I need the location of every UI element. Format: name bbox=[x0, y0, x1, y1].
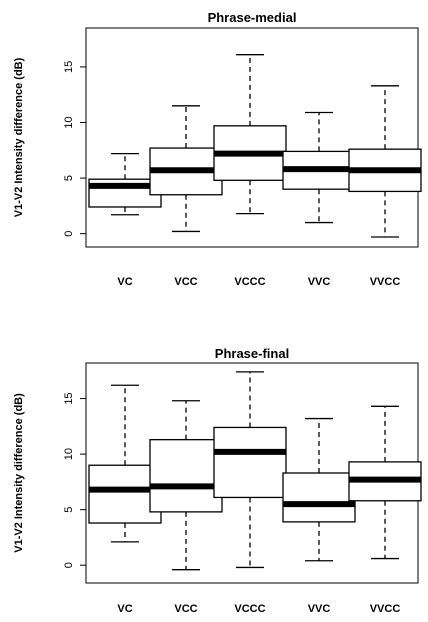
category-label: VVCC bbox=[370, 603, 401, 615]
y-tick-label: 5 bbox=[63, 507, 75, 513]
y-tick-label: 0 bbox=[63, 231, 75, 237]
plot-frame bbox=[85, 27, 419, 248]
category-label: VVC bbox=[308, 276, 331, 288]
category-label: VCC bbox=[174, 276, 197, 288]
y-tick-label: 0 bbox=[63, 562, 75, 568]
y-axis-label: V1-V2 Intensity difference (dB) bbox=[13, 393, 25, 553]
category-label: VCCC bbox=[234, 276, 265, 288]
y-tick-label: 15 bbox=[63, 392, 75, 404]
category-label: VVC bbox=[308, 603, 331, 615]
chart-title: Phrase-medial bbox=[208, 10, 297, 25]
y-axis-label: V1-V2 Intensity difference (dB) bbox=[13, 57, 25, 217]
y-tick-label: 10 bbox=[63, 448, 75, 460]
box-iqr bbox=[88, 464, 162, 524]
category-label: VC bbox=[117, 603, 132, 615]
category-label: VCCC bbox=[234, 603, 265, 615]
chart-title: Phrase-final bbox=[215, 346, 289, 361]
box-iqr bbox=[213, 426, 287, 499]
panel-phrase-medial: Phrase-medial V1-V2 Intensity difference … bbox=[13, 10, 422, 288]
y-tick-label: 15 bbox=[63, 61, 75, 73]
category-label: VCC bbox=[174, 603, 197, 615]
y-tick-label: 5 bbox=[63, 175, 75, 181]
box-iqr bbox=[282, 472, 356, 523]
y-tick-label: 10 bbox=[63, 116, 75, 128]
category-label: VC bbox=[117, 276, 132, 288]
category-label: VVCC bbox=[370, 276, 401, 288]
panel-phrase-final: Phrase-final V1-V2 Intensity difference (… bbox=[13, 346, 422, 615]
box-iqr bbox=[149, 439, 223, 513]
